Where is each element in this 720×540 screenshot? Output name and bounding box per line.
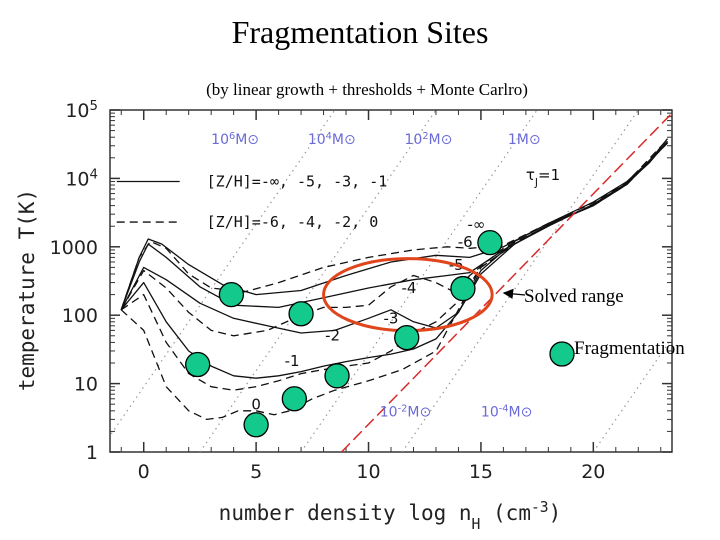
mass-label-bottom: 10-2M⊙ [380, 403, 431, 421]
legend-text: [Z/H]=-∞, -5, -3, -1 [207, 173, 388, 191]
legend-text: [Z/H]=-6, -4, -2, 0 [207, 213, 379, 231]
fragmentation-point [394, 324, 420, 351]
curve-label: -6 [458, 233, 473, 251]
plot-frame [109, 109, 673, 453]
curve-label: 0 [251, 395, 261, 413]
x-tick-label: 20 [581, 461, 605, 483]
tau-label: τJ=1 [526, 166, 560, 189]
curve-label: -4 [401, 279, 416, 297]
fragmentation-point [243, 412, 269, 438]
curve-label: -∞ [467, 215, 485, 233]
y-tick-label: 104 [65, 167, 98, 191]
tau-line-group [341, 112, 672, 452]
x-tick-label: 5 [250, 461, 262, 483]
y-tick-label: 1000 [50, 237, 98, 259]
y-axis-label: temperature T(K) [15, 189, 39, 391]
curve-label: -1 [285, 352, 300, 370]
fragmentation-legend-marker [549, 341, 575, 367]
y-tick-label: 10 [74, 374, 98, 396]
page-title: Fragmentation Sites [231, 14, 489, 50]
solid-curve [120, 138, 669, 311]
page-subtitle: (by linear growth + thresholds + Monte C… [206, 80, 528, 99]
x-tick-label: 10 [356, 461, 380, 483]
mass-label-top: 104M⊙ [308, 130, 356, 148]
fragmentation-point [477, 229, 503, 256]
curve-label: -2 [325, 326, 340, 344]
mass-label-top: 1M⊙ [508, 132, 541, 148]
fragmentation-point [185, 351, 211, 378]
solved-range-label: Solved range [524, 286, 624, 307]
mass-label-top: 106M⊙ [211, 130, 259, 148]
solved-range-arrow [502, 288, 526, 300]
dashed-curve [120, 142, 668, 391]
mass-guide-line [694, 110, 720, 452]
mass-label-top: 102M⊙ [404, 130, 452, 148]
x-axis-label: number density log nH (cm-3) [219, 499, 562, 533]
dashed-curve [120, 139, 668, 311]
x-tick-label: 15 [469, 461, 493, 483]
dashed-curve [120, 141, 668, 337]
tau-j-line [341, 112, 672, 452]
fragmentation-point [450, 275, 476, 302]
y-tick-label: 1 [86, 442, 98, 464]
fragmentation-point [281, 386, 307, 412]
y-tick-label: 105 [65, 99, 98, 123]
y-tick-label: 100 [62, 305, 98, 327]
dashed-curve [120, 142, 668, 421]
fragmentation-legend-label: Fragmentation [574, 338, 685, 359]
mass-label-bottom: 10-4M⊙ [481, 403, 532, 421]
fragmentation-point [218, 281, 245, 308]
fragmentation-point [324, 363, 350, 389]
fragmentation-overlay: Solved range Fragmentation [185, 229, 685, 438]
solid-curve [120, 140, 668, 311]
x-tick-label: 0 [138, 461, 150, 483]
axis-ticks: 0 5 10 15 20 1 10 100 1000 104 105 [50, 99, 672, 483]
fragmentation-point [288, 301, 314, 327]
curve-label: -3 [384, 310, 399, 328]
